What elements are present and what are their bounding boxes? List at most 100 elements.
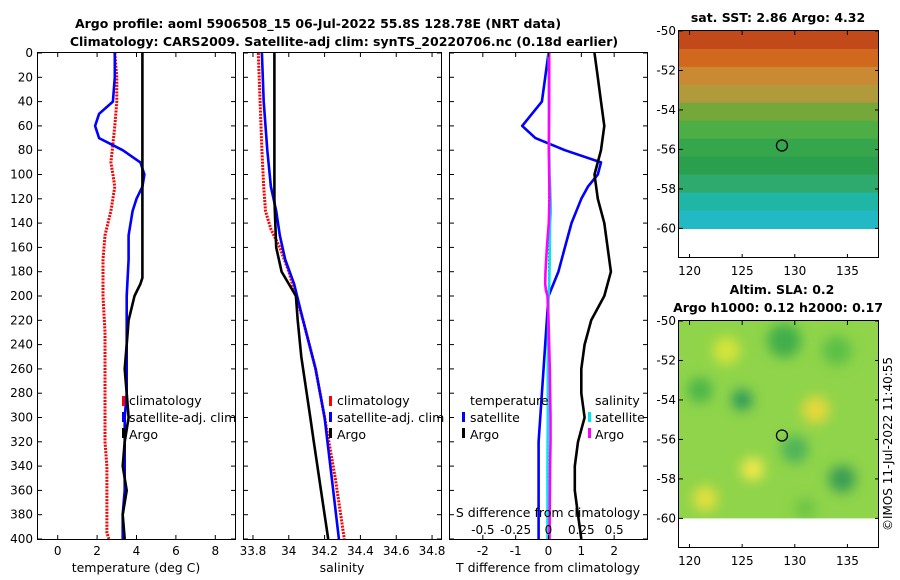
depth-tick-label-220: 220 (10, 313, 33, 327)
sst-map-ticks: -50 -52 -54 -56 -58 -60 120 125 130 135 (656, 24, 879, 278)
sla-map-frame (678, 320, 879, 548)
sla-blob-5 (802, 396, 830, 424)
depth-tick-label-200: 200 (10, 289, 33, 303)
x-tick-label-2: 2 (93, 544, 101, 558)
sst-map-title: sat. SST: 2.86 Argo: 4.32 (691, 10, 865, 25)
lat-tick-label-52: -52 (656, 353, 676, 367)
lat-tick-label-50: -50 (656, 314, 676, 328)
figure-title-line2: Climatology: CARS2009. Satellite-adj cli… (70, 34, 618, 50)
difference-top-ticks: -0.5 -0.25 0 0.25 0.5 (471, 523, 624, 537)
depth-tick-label-120: 120 (10, 192, 33, 206)
depth-tick-label-60: 60 (18, 119, 33, 133)
argo-float-marker (775, 429, 789, 442)
top-tick-label-0-5: -0.5 (471, 523, 494, 537)
x-tick-label-0: 0 (545, 544, 553, 558)
series-satellite-adj-clim (260, 52, 341, 540)
lon-tick-label-135: 135 (836, 264, 859, 278)
legend-swatch-temp-satellite (462, 412, 465, 422)
depth-tick-labels: 0 20 40 60 80 100 120 140 160 180 200 220 240 260 280 3… (10, 46, 33, 546)
depth-tick-label-320: 320 (10, 435, 33, 449)
legend-title-temperature: temperature (470, 393, 549, 408)
sst-band-lat-52 (679, 66, 879, 86)
sla-map-title-line1: Altim. SLA: 0.2 (730, 282, 835, 297)
sla-blob-0 (712, 336, 741, 365)
lat-tick-label-54: -54 (656, 393, 676, 407)
legend-swatch-satellite (329, 412, 332, 422)
x-tick-label-34: 34 (281, 544, 296, 558)
sst-map-frame (678, 30, 879, 258)
depth-tick-label-360: 360 (10, 483, 33, 497)
lon-tick-label-125: 125 (731, 554, 754, 568)
legend-swatch-temp-argo (462, 428, 465, 438)
legend-swatch-argo (329, 428, 332, 438)
sst-band-lat-51 (679, 48, 879, 68)
lon-tick-label-120: 120 (678, 264, 701, 278)
legend-swatch-climatology (329, 396, 332, 406)
x-tick-label-33-8: 33.8 (240, 544, 267, 558)
sla-blob-9 (692, 486, 718, 512)
lat-tick-label-52: -52 (656, 63, 676, 77)
legend-label-satellite: satellite-adj. clim (129, 410, 236, 425)
sst-band-lat-58 (679, 174, 879, 194)
salinity-x-ticks: 33.8 34 34.2 34.4 34.6 34.8 (240, 53, 445, 558)
temperature-x-ticks: 0 2 4 6 8 (54, 53, 219, 558)
salinity-xlabel: salinity (320, 560, 365, 575)
salinity-axes-frame (243, 52, 442, 540)
lat-tick-label-60: -60 (656, 221, 676, 235)
sla-map-area (679, 321, 879, 519)
x-tick-label-0: 0 (54, 544, 62, 558)
sst-band-lat-57 (679, 156, 879, 176)
lon-tick-label-125: 125 (731, 264, 754, 278)
depth-tick-label-40: 40 (18, 95, 33, 109)
legend-label-sal-argo: Argo (595, 427, 624, 442)
lon-tick-label-130: 130 (783, 264, 806, 278)
depth-tick-label-100: 100 (10, 168, 33, 182)
sst-band-lat-54 (679, 102, 879, 122)
temperature-legend: climatology satellite-adj. clim Argo (122, 393, 236, 442)
difference-xlabel: T difference from climatology (455, 560, 641, 575)
sla-map-panel: Altim. SLA: 0.2 Argo h1000: 0.12 h2000: … (656, 282, 883, 568)
depth-tick-label-180: 180 (10, 265, 33, 279)
top-tick-label-0-25: 0.25 (568, 523, 595, 537)
x-tick-label-2: -2 (477, 544, 489, 558)
sst-band-lat-55 (679, 120, 879, 140)
lat-tick-label-60: -60 (656, 511, 676, 525)
series-salinity-argo (543, 53, 552, 540)
lat-tick-label-50: -50 (656, 24, 676, 38)
legend-swatch-climatology (122, 396, 125, 406)
legend-label-argo: Argo (337, 427, 366, 442)
salinity-legend: climatology satellite-adj. clim Argo (329, 393, 444, 442)
sst-band-lat-50 (679, 31, 879, 50)
depth-tick-label-380: 380 (10, 508, 33, 522)
x-tick-label-8: 8 (211, 544, 219, 558)
difference-panel: -2 -1 0 1 2 -0.5 -0.25 0 0.25 0.5 S difference f… (449, 52, 648, 575)
depth-tick-label-260: 260 (10, 362, 33, 376)
figure-title-line1: Argo profile: aoml 5906508_15 06-Jul-202… (75, 16, 561, 32)
depth-tick-label-0: 0 (25, 46, 33, 60)
series-temperature-argo (573, 52, 613, 540)
difference-axes-frame (449, 52, 648, 540)
legend-label-temp-argo: Argo (470, 427, 499, 442)
top-tick-label-0-25: -0.25 (500, 523, 531, 537)
difference-legend-right: salinity satellite Argo (588, 393, 645, 442)
x-tick-label-34-2: 34.2 (311, 544, 338, 558)
depth-tick-label-80: 80 (18, 143, 33, 157)
sst-band-lat-56 (679, 138, 879, 158)
imos-watermark: ©IMOS 11-Jul-2022 11:40:55 (881, 357, 895, 531)
temperature-axes-frame (37, 52, 236, 540)
top-tick-label-0: 0 (545, 523, 553, 537)
x-tick-label-34-4: 34.4 (347, 544, 374, 558)
lat-tick-label-54: -54 (656, 103, 676, 117)
x-tick-label-1: -1 (510, 544, 522, 558)
legend-swatch-argo (122, 428, 125, 438)
depth-tick-label-300: 300 (10, 411, 33, 425)
salinity-panel: 33.8 34 34.2 34.4 34.6 34.8 salinity climatol… (240, 52, 445, 575)
series-climatology (256, 52, 346, 540)
lat-tick-label-56: -56 (656, 432, 676, 446)
series-satellite-adj-clim (93, 53, 146, 539)
sst-map-area (679, 31, 879, 229)
sst-map-panel: sat. SST: 2.86 Argo: 4.32 -50-52-54-56-5… (656, 10, 879, 278)
sst-band-lat-53 (679, 84, 879, 104)
difference-plot-area (450, 52, 647, 540)
